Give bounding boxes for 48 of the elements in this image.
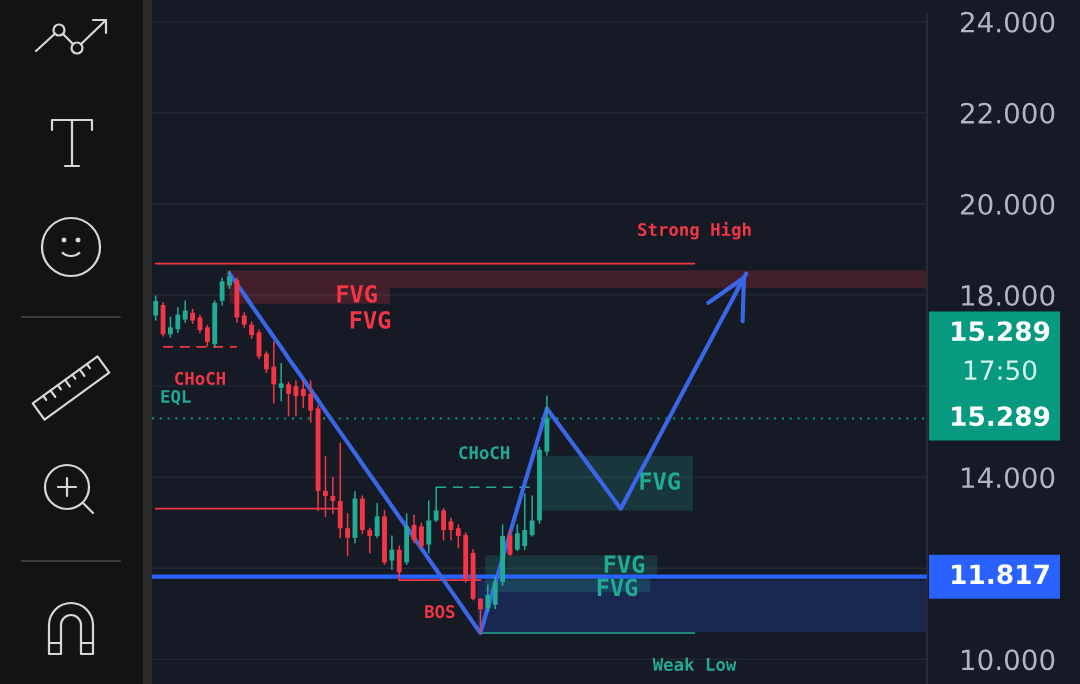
- candlestick: [418, 522, 424, 549]
- y-tick-label: 18.000: [962, 284, 1055, 306]
- candlestick: [278, 363, 284, 402]
- candlestick: [175, 307, 181, 334]
- series-label: BOS: [425, 605, 455, 619]
- candlestick: [478, 598, 483, 634]
- series-label: CHoCH: [459, 446, 510, 460]
- candlestick: [286, 381, 291, 417]
- candlestick: [300, 380, 306, 409]
- candlestick: [219, 277, 225, 306]
- candlestick: [153, 295, 159, 321]
- candlestick: [492, 576, 498, 610]
- annotation: EQL: [161, 389, 191, 406]
- candlestick: [345, 512, 351, 557]
- candlestick: [448, 517, 454, 541]
- band-label: FVG: [337, 284, 377, 303]
- annotation: FVG: [350, 310, 391, 329]
- candlestick: [529, 495, 535, 537]
- y-tick-label: 10.000: [962, 649, 1055, 671]
- candlestick: [271, 341, 277, 404]
- candlestick: [389, 535, 395, 570]
- candlestick: [293, 380, 299, 417]
- candlestick: [455, 524, 461, 549]
- candlestick: [182, 300, 188, 324]
- candlestick: [168, 316, 173, 338]
- ref-line-label: 11.817: [952, 564, 1049, 585]
- text: 17:50: [964, 360, 1037, 381]
- band-label: FVG: [640, 472, 680, 490]
- candlestick: [367, 527, 373, 554]
- candlestick: [514, 524, 520, 552]
- y-tick-label: 22.000: [960, 102, 1055, 124]
- band-label: FVG: [597, 578, 638, 597]
- candlestick: [441, 507, 446, 541]
- candlestick: [374, 502, 380, 539]
- ref-line-label: 15.289: [952, 406, 1050, 427]
- candlestick: [485, 584, 491, 613]
- series-label: Weak Low: [652, 657, 737, 672]
- candlestick: [308, 380, 314, 423]
- text: 15.289: [952, 321, 1050, 342]
- y-tick-label: 14.000: [962, 467, 1055, 489]
- candlestick: [522, 493, 528, 551]
- y-tick-label: 20.000: [960, 193, 1055, 215]
- series-label: CHoCH: [175, 371, 225, 385]
- y-tick-label: 24.000: [960, 11, 1055, 33]
- line-series: [227, 271, 749, 636]
- series-label: Strong High: [638, 221, 751, 240]
- candlestick: [263, 351, 269, 374]
- band-label: FVG: [604, 555, 645, 574]
